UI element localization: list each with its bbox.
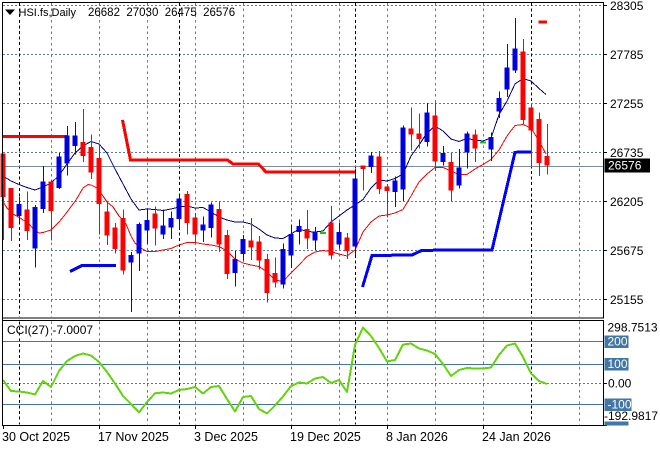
svg-text:25155: 25155 xyxy=(610,293,644,307)
svg-text:298.7513: 298.7513 xyxy=(608,321,658,335)
svg-text:HSI.fs,Daily: HSI.fs,Daily xyxy=(19,7,77,19)
svg-text:8 Jan 2026: 8 Jan 2026 xyxy=(386,430,448,444)
svg-text:25675: 25675 xyxy=(610,244,644,258)
svg-text:CCI(27) -7.0007: CCI(27) -7.0007 xyxy=(7,323,93,337)
svg-text:28305: 28305 xyxy=(610,0,644,13)
svg-text:26682 27030 26475 26576: 26682 27030 26475 26576 xyxy=(88,7,235,19)
svg-text:-192.9817: -192.9817 xyxy=(604,409,658,423)
svg-text:-100: -100 xyxy=(608,398,632,412)
svg-text:100: 100 xyxy=(608,357,628,371)
svg-text:19 Dec 2025: 19 Dec 2025 xyxy=(290,430,361,444)
svg-text:27785: 27785 xyxy=(610,48,644,62)
svg-text:30 Oct 2025: 30 Oct 2025 xyxy=(2,430,70,444)
svg-text:27255: 27255 xyxy=(610,97,644,111)
svg-text:17 Nov 2025: 17 Nov 2025 xyxy=(98,430,169,444)
svg-text:26205: 26205 xyxy=(610,195,644,209)
svg-text:3 Dec 2025: 3 Dec 2025 xyxy=(194,430,258,444)
svg-text:26735: 26735 xyxy=(610,146,644,160)
svg-text:24 Jan 2026: 24 Jan 2026 xyxy=(482,430,551,444)
svg-text:200: 200 xyxy=(608,335,628,349)
svg-text:0.00: 0.00 xyxy=(608,377,632,391)
svg-text:26576: 26576 xyxy=(608,159,642,173)
